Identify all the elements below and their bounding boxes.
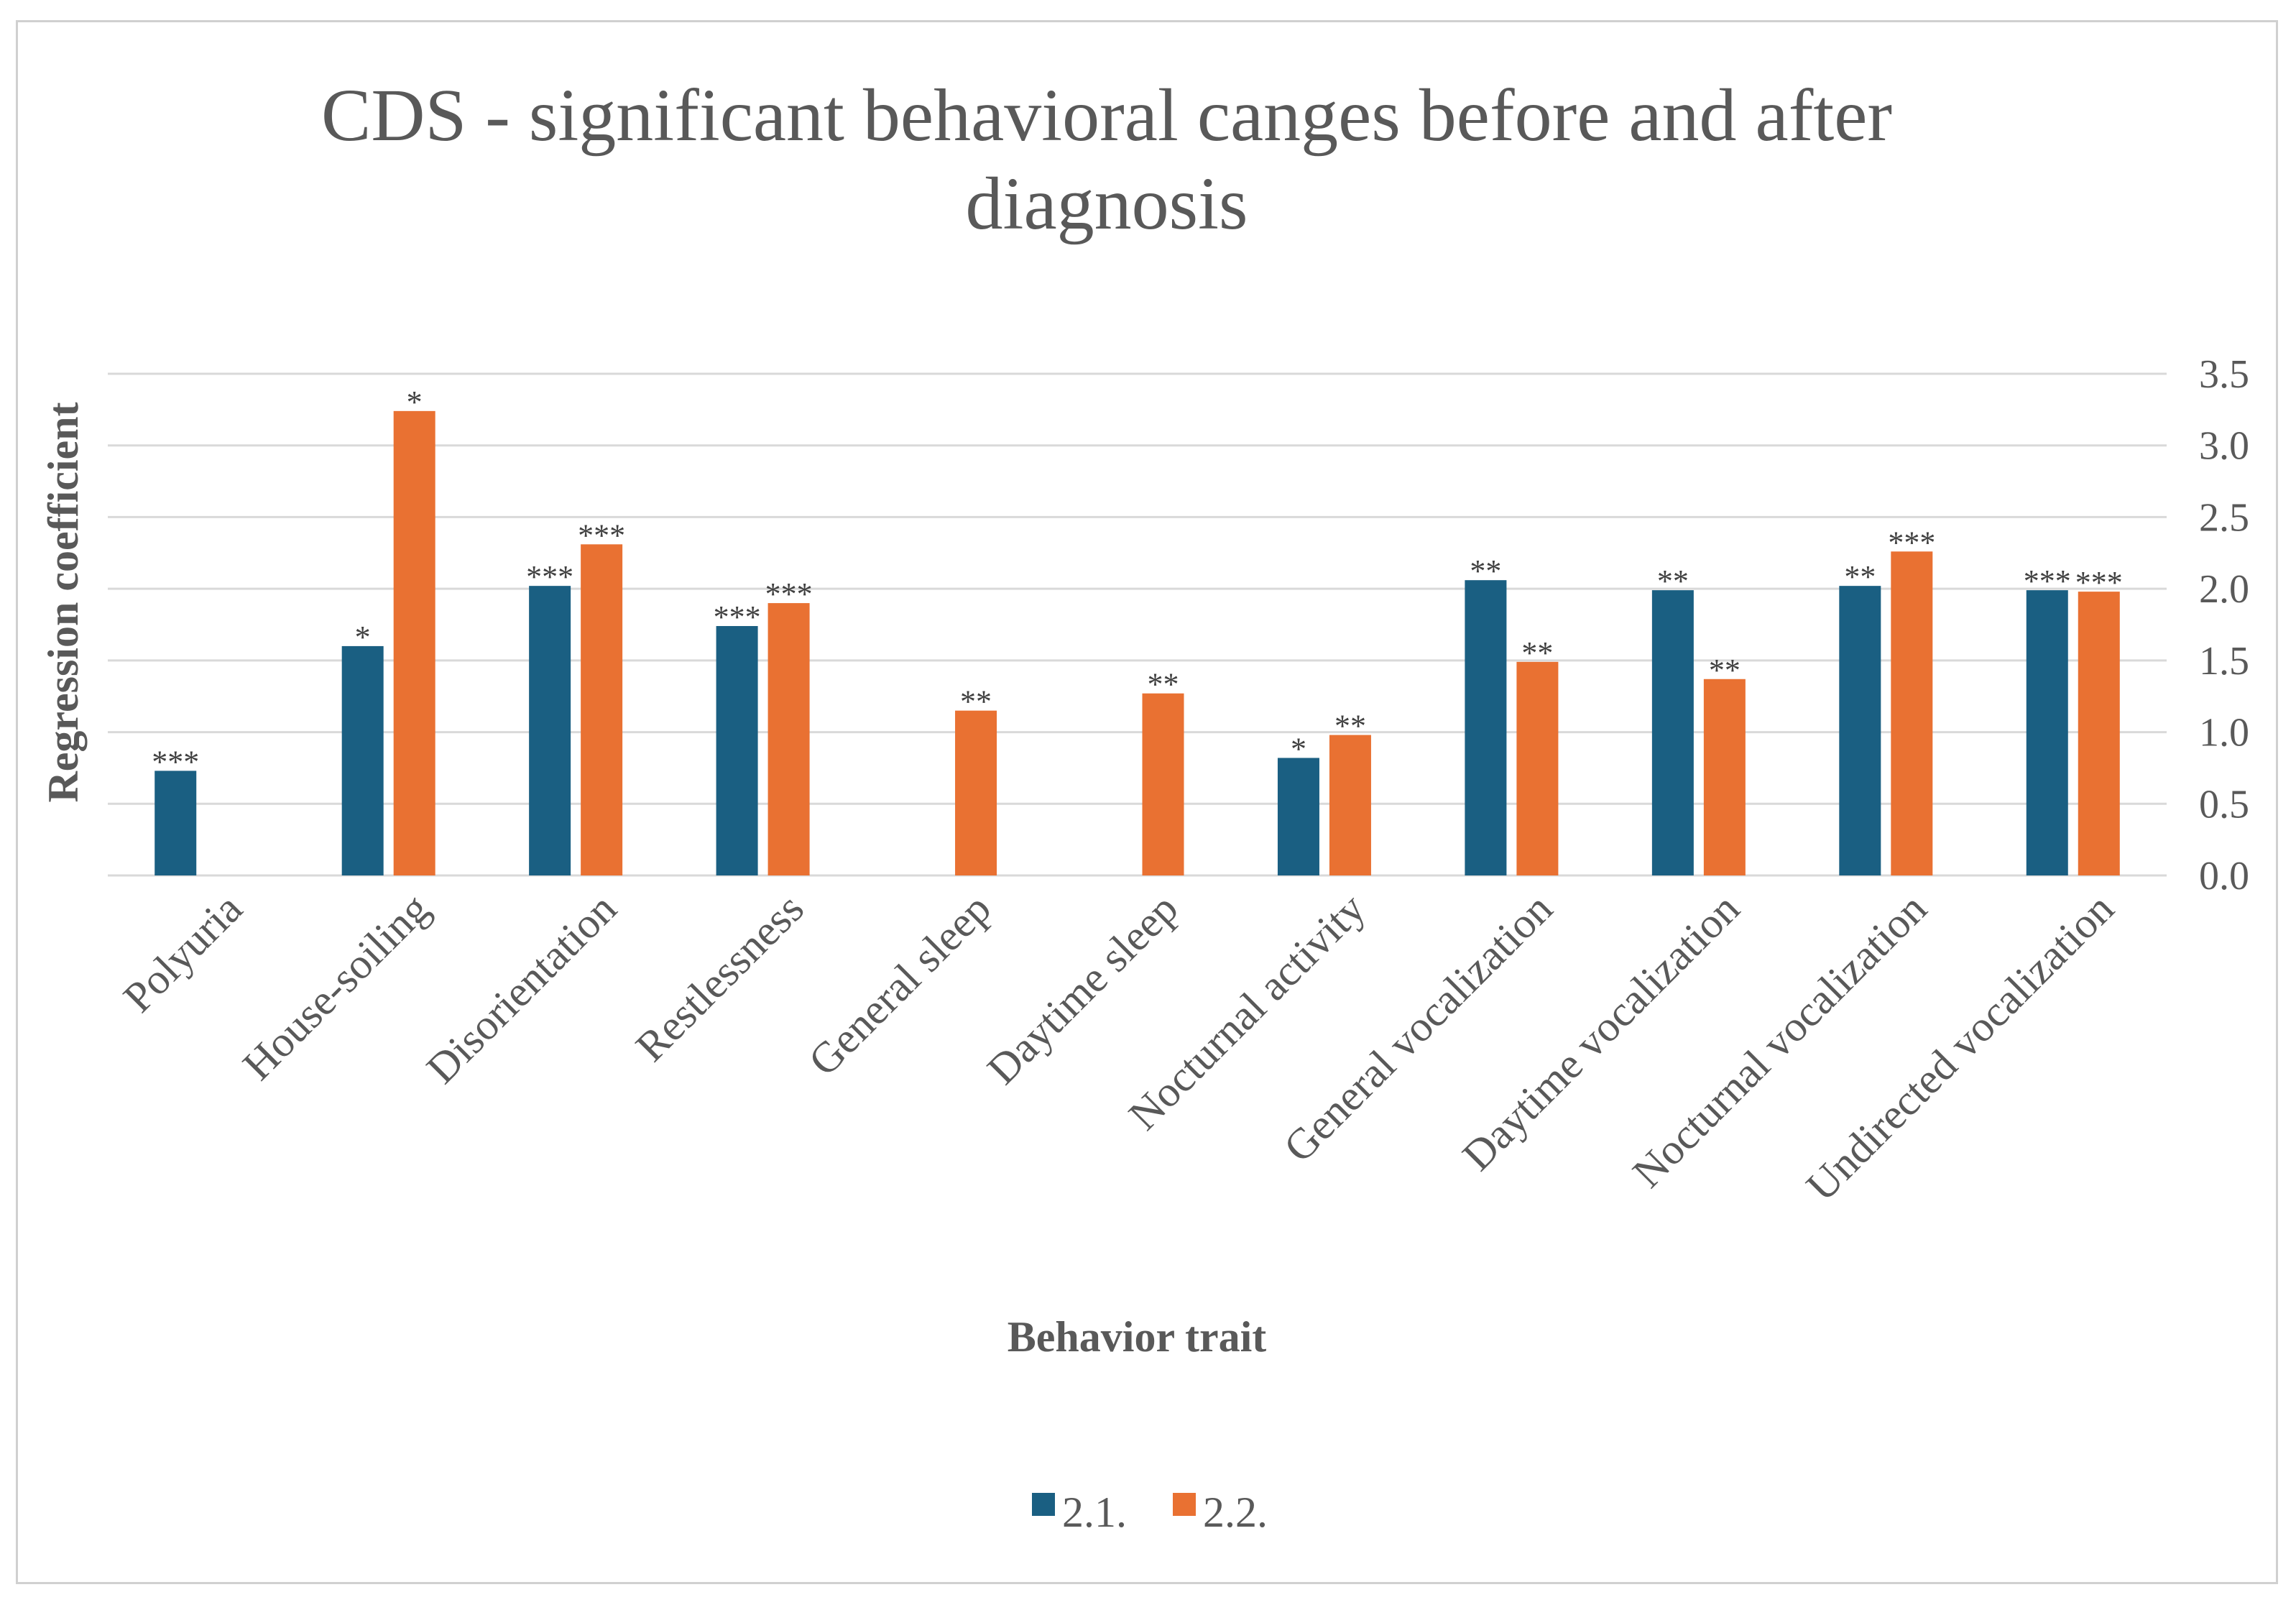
- significance-disorientation-2-2: ***: [578, 518, 625, 553]
- significance-general-sleep-2-2: **: [960, 684, 992, 719]
- bar-disorientation-2-1: [529, 586, 571, 875]
- bar-nocturnal-vocalization-2-2: [1891, 551, 1933, 875]
- y-axis-title: Regression coefficient: [40, 402, 87, 802]
- significance-nocturnal-vocalization-2-2: ***: [1888, 525, 1935, 560]
- legend-swatch-2-2: [1173, 1493, 1196, 1516]
- category-label-polyuria: Polyuria: [114, 885, 251, 1021]
- y-tick-label: 2.0: [2199, 567, 2249, 612]
- y-tick-label: 3.0: [2199, 424, 2249, 469]
- bar-daytime-sleep-2-2: [1142, 693, 1184, 875]
- y-tick-label: 1.0: [2199, 711, 2249, 755]
- chart-title-line-1: CDS - significant behavioral canges befo…: [321, 74, 1892, 157]
- legend-label-2-2: 2.2.: [1203, 1489, 1268, 1536]
- legend-label-2-1: 2.1.: [1062, 1489, 1127, 1536]
- y-tick-label: 1.5: [2199, 639, 2249, 684]
- legend: 2.1. 2.2.: [1032, 1489, 1268, 1536]
- bar-restlessness-2-1: [716, 625, 758, 875]
- category-label-restlessness: Restlessness: [627, 885, 813, 1071]
- x-axis-title: Behavior trait: [1008, 1313, 1267, 1361]
- bar-daytime-vocalization-2-1: [1651, 590, 1694, 875]
- significance-undirected-vocalization-2-1: ***: [2024, 564, 2071, 599]
- bar-undirected-vocalization-2-1: [2026, 590, 2068, 875]
- bar-general-vocalization-2-2: [1516, 661, 1559, 875]
- chart-title-line-2: diagnosis: [966, 162, 1248, 245]
- significance-restlessness-2-1: ***: [714, 599, 761, 635]
- significance-general-vocalization-2-1: **: [1470, 553, 1501, 589]
- gridlines: [108, 372, 2167, 877]
- significance-polyuria-2-1: ***: [152, 744, 199, 779]
- bar-house-soiling-2-1: [341, 645, 384, 875]
- category-label-house-soiling: House-soiling: [234, 885, 438, 1090]
- category-label-general-sleep: General sleep: [800, 885, 1000, 1085]
- y-axis-ticks: 0.0 0.5 1.0 1.5 2.0 2.5 3.0 3.5: [2199, 352, 2249, 898]
- category-label-disorientation: Disorientation: [418, 885, 625, 1093]
- bar-nocturnal-activity-2-1: [1277, 758, 1319, 875]
- category-label-daytime-sleep: Daytime sleep: [978, 885, 1187, 1094]
- bar-disorientation-2-2: [581, 544, 623, 875]
- significance-nocturnal-activity-2-1: *: [1291, 731, 1306, 766]
- significance-general-vocalization-2-2: **: [1521, 635, 1553, 671]
- bar-polyuria-2-1: [155, 771, 197, 875]
- significance-house-soiling-2-1: *: [355, 620, 371, 655]
- bar-restlessness-2-2: [767, 603, 810, 875]
- significance-house-soiling-2-2: *: [407, 385, 423, 420]
- significance-daytime-sleep-2-2: **: [1148, 667, 1179, 702]
- significance-restlessness-2-2: ***: [765, 576, 813, 612]
- y-tick-label: 0.5: [2199, 782, 2249, 827]
- significance-nocturnal-activity-2-2: **: [1334, 709, 1366, 744]
- y-tick-label: 0.0: [2199, 854, 2249, 898]
- y-tick-label: 2.5: [2199, 495, 2249, 540]
- legend-swatch-2-1: [1032, 1493, 1055, 1516]
- significance-disorientation-2-1: ***: [526, 559, 573, 594]
- significance-daytime-vocalization-2-2: **: [1709, 653, 1741, 688]
- bar-general-sleep-2-2: [955, 710, 997, 875]
- bars: [155, 410, 2120, 875]
- bar-house-soiling-2-2: [393, 410, 435, 875]
- significance-nocturnal-vocalization-2-1: **: [1844, 559, 1876, 594]
- significance-daytime-vocalization-2-1: **: [1657, 564, 1689, 599]
- category-label-undirected-vocalization: Undirected vocalization: [1797, 885, 2123, 1210]
- significance-labels: ******************* *********************…: [152, 385, 2123, 780]
- bar-daytime-vocalization-2-2: [1703, 679, 1746, 875]
- bar-nocturnal-activity-2-2: [1329, 735, 1371, 875]
- y-tick-label: 3.5: [2199, 352, 2249, 397]
- bar-undirected-vocalization-2-2: [2078, 592, 2120, 875]
- bar-general-vocalization-2-1: [1465, 580, 1507, 875]
- significance-undirected-vocalization-2-2: ***: [2075, 565, 2123, 600]
- bar-nocturnal-vocalization-2-1: [1839, 586, 1881, 875]
